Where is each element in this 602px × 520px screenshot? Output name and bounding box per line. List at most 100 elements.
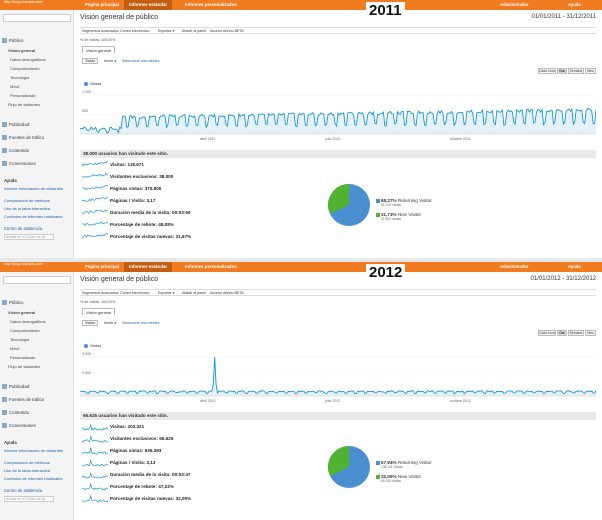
sidebar-section-ads[interactable]: Publicidad bbox=[2, 122, 30, 128]
shortcut-button[interactable]: Acceso directo BETA bbox=[210, 291, 244, 295]
visits-line-chart[interactable]: 1.000 500 abril 2011 julio 2011 octubre … bbox=[80, 88, 596, 144]
sidebar-item-behavior[interactable]: Comportamiento bbox=[10, 328, 40, 333]
help-link-visitor-info[interactable]: Informe Información de visitantes bbox=[4, 448, 63, 453]
sidebar: Público Visión general Datos demográfico… bbox=[0, 10, 74, 258]
sidebar-section-public[interactable]: Público bbox=[2, 38, 23, 44]
admin-link[interactable]: Administrador bbox=[500, 2, 529, 7]
metric-name: Visitantes exclusivos: bbox=[110, 174, 158, 179]
sidebar-section-public[interactable]: Público bbox=[2, 300, 24, 306]
export-button[interactable]: Exportar ▾ bbox=[158, 29, 175, 33]
assist-center-link[interactable]: Centro de asistencia bbox=[4, 226, 43, 231]
sidebar-search[interactable] bbox=[3, 276, 71, 284]
help-link-compare[interactable]: Comparación de métricas bbox=[4, 198, 50, 203]
sparkline bbox=[82, 233, 108, 239]
nav-standard-reports[interactable]: Informes estándar bbox=[124, 0, 173, 10]
metric-label: Duración media de la visita: 00:03:47 bbox=[110, 472, 190, 477]
date-range-picker[interactable]: 01/01/2012 - 31/12/2012 bbox=[530, 276, 596, 282]
sidebar-item-custom[interactable]: Personalizado bbox=[10, 355, 36, 360]
sidebar-item-overview[interactable]: Visión general bbox=[8, 48, 36, 53]
sidebar-item-overview[interactable]: Visión general bbox=[8, 310, 36, 315]
panel-2012: http://blog.example.com/ Página principa… bbox=[0, 262, 602, 520]
sidebar-item-mobile[interactable]: Móvil bbox=[10, 84, 20, 89]
sidebar-item-mobile[interactable]: Móvil bbox=[10, 346, 20, 351]
sidebar-section-ads[interactable]: Publicidad bbox=[2, 384, 29, 390]
period-month-button[interactable]: Mes bbox=[585, 330, 596, 336]
sparkline bbox=[82, 423, 108, 432]
visits-line-chart[interactable]: 5.000 2.500 abril 2012 julio 2012 octubr… bbox=[80, 350, 596, 406]
period-week-button[interactable]: Semana bbox=[568, 68, 584, 74]
sidebar-item-demographics[interactable]: Datos demográficos bbox=[10, 57, 46, 62]
period-day-button[interactable]: Día bbox=[557, 68, 567, 74]
visitor-type-pie[interactable] bbox=[326, 444, 372, 490]
help-link-controls[interactable]: Controles de informes habituales bbox=[4, 214, 63, 219]
date-range-picker[interactable]: 01/01/2011 - 31/12/2011 bbox=[531, 14, 597, 20]
main-content: Visión general de público 2012 01/01/201… bbox=[76, 264, 602, 520]
sidebar-section-label: Publicidad bbox=[9, 122, 30, 127]
sidebar-item-custom[interactable]: Personalizado bbox=[10, 93, 36, 98]
visitor-type-pie[interactable] bbox=[326, 182, 372, 228]
sidebar-item-technology[interactable]: Tecnología bbox=[10, 75, 30, 80]
tab-overview[interactable]: Visión general bbox=[82, 308, 116, 315]
sidebar-section-traffic[interactable]: Fuentes de tráfico bbox=[2, 135, 44, 141]
period-week-button[interactable]: Semana bbox=[568, 330, 584, 336]
nav-custom-reports[interactable]: Informes personalizados bbox=[185, 264, 237, 269]
metric-select[interactable]: Visitas bbox=[82, 58, 98, 64]
sidebar-item-visitor-flow[interactable]: Flujo de visitantes bbox=[8, 364, 41, 369]
export-button[interactable]: Exportar ▾ bbox=[158, 291, 175, 295]
returning-swatch-icon bbox=[376, 460, 380, 465]
nav-home[interactable]: Página principal bbox=[85, 2, 119, 7]
advanced-segments-button[interactable]: Segmentos avanzados bbox=[82, 29, 119, 33]
sidebar-item-behavior[interactable]: Comportamiento bbox=[10, 66, 40, 71]
sidebar-section-content[interactable]: Contenido bbox=[2, 148, 29, 154]
year-label: 2012 bbox=[366, 264, 406, 281]
sidebar-section-conversions[interactable]: Conversiones bbox=[2, 161, 36, 167]
sidebar-item-visitor-flow[interactable]: Flujo de visitantes bbox=[8, 102, 41, 107]
sidebar-section-label: Público bbox=[9, 300, 24, 305]
visits-area bbox=[80, 357, 596, 396]
help-menu[interactable]: Ayuda bbox=[568, 264, 581, 269]
help-link-table[interactable]: Uso de la tabla interactiva bbox=[4, 468, 51, 473]
admin-link[interactable]: Administrador bbox=[500, 264, 529, 269]
email-button[interactable]: Correo electrónico bbox=[120, 29, 150, 33]
sidebar-item-demographics[interactable]: Datos demográficos bbox=[10, 319, 46, 324]
metric-select[interactable]: Visitas bbox=[82, 320, 98, 326]
sidebar: Público Visión general Datos demográfico… bbox=[0, 272, 74, 520]
help-link-compare[interactable]: Comparación de métricas bbox=[4, 460, 50, 465]
help-link-table[interactable]: Uso de la tabla interactiva bbox=[4, 206, 51, 211]
new-swatch-icon bbox=[376, 474, 380, 479]
help-link-visitor-info[interactable]: Informe Información de visitantes bbox=[4, 186, 63, 191]
assist-search-input[interactable]: Buscar en el Centro de as bbox=[4, 234, 54, 240]
period-day-button[interactable]: Día bbox=[557, 330, 567, 336]
select-metric-link[interactable]: Seleccione una métrica bbox=[122, 321, 160, 325]
add-dashboard-button[interactable]: Añadir al panel bbox=[182, 291, 206, 295]
sidebar-search[interactable] bbox=[3, 14, 71, 22]
assist-search-input[interactable]: Buscar en el Centro de as bbox=[4, 496, 54, 502]
nav-standard-reports[interactable]: Informes estándar bbox=[124, 262, 173, 272]
help-menu[interactable]: Ayuda bbox=[568, 2, 581, 7]
assist-center-link[interactable]: Centro de asistencia bbox=[4, 488, 43, 493]
period-hour-button[interactable]: Cada hora bbox=[538, 330, 556, 336]
page-title: Visión general de público bbox=[80, 276, 159, 283]
advanced-segments-button[interactable]: Segmentos avanzados bbox=[82, 291, 119, 295]
metric-label: Visitantes exclusivos: 38.000 bbox=[110, 174, 173, 179]
add-dashboard-button[interactable]: Añadir al panel bbox=[182, 29, 206, 33]
metric-label: Visitas: 118.671 bbox=[110, 162, 144, 167]
sidebar-item-technology[interactable]: Tecnología bbox=[10, 337, 30, 342]
tab-overview[interactable]: Visión general bbox=[82, 46, 116, 53]
nav-home[interactable]: Página principal bbox=[85, 264, 119, 269]
email-button[interactable]: Correo electrónico bbox=[120, 291, 150, 295]
select-metric-link[interactable]: Seleccione una métrica bbox=[122, 59, 160, 63]
metric-value: 375.805 bbox=[144, 186, 162, 191]
sidebar-section-content[interactable]: Contenido bbox=[2, 410, 29, 416]
period-month-button[interactable]: Mes bbox=[585, 68, 596, 74]
sidebar-section-traffic[interactable]: Fuentes de tráfico bbox=[2, 397, 45, 403]
help-link-controls[interactable]: Controles de informes habituales bbox=[4, 476, 63, 481]
shortcut-button[interactable]: Acceso directo BETA bbox=[210, 29, 244, 33]
visits-line bbox=[80, 356, 596, 395]
sidebar-section-label: Fuentes de tráfico bbox=[9, 397, 45, 402]
metric-value: 3,17 bbox=[146, 198, 156, 203]
new-swatch-icon bbox=[376, 212, 380, 217]
nav-custom-reports[interactable]: Informes personalizados bbox=[185, 2, 237, 7]
sidebar-section-conversions[interactable]: Conversiones bbox=[2, 423, 36, 429]
period-hour-button[interactable]: Cada hora bbox=[538, 68, 556, 74]
